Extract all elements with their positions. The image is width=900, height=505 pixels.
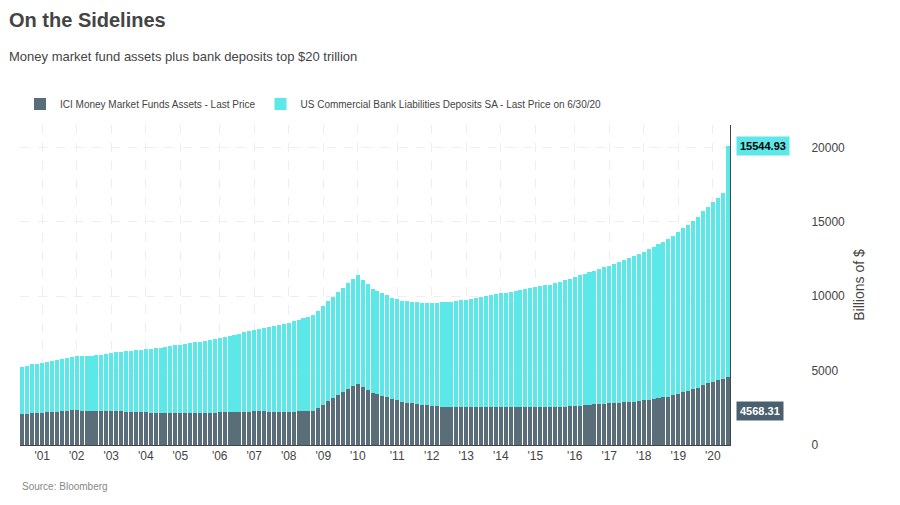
svg-text:US Commercial Bank Liabilities: US Commercial Bank Liabilities Deposits … xyxy=(301,99,602,110)
svg-text:'06: '06 xyxy=(212,449,228,463)
svg-text:'05: '05 xyxy=(172,449,188,463)
svg-text:'15: '15 xyxy=(527,449,543,463)
svg-text:'09: '09 xyxy=(315,449,331,463)
svg-text:'02: '02 xyxy=(69,449,85,463)
svg-text:10000: 10000 xyxy=(811,289,845,303)
svg-text:ICI Money Market Funds Assets: ICI Money Market Funds Assets - Last Pri… xyxy=(60,99,256,110)
svg-text:4568.31: 4568.31 xyxy=(740,405,780,417)
svg-text:'20: '20 xyxy=(705,449,721,463)
svg-text:'01: '01 xyxy=(34,449,50,463)
svg-text:Money market fund assets plus: Money market fund assets plus bank depos… xyxy=(9,49,357,64)
svg-text:'19: '19 xyxy=(670,449,686,463)
svg-text:20000: 20000 xyxy=(811,141,845,155)
svg-text:'12: '12 xyxy=(424,449,440,463)
svg-text:'11: '11 xyxy=(390,449,405,463)
svg-text:15000: 15000 xyxy=(811,215,845,229)
svg-text:'04: '04 xyxy=(138,449,154,463)
svg-text:5000: 5000 xyxy=(811,364,838,378)
svg-text:'10: '10 xyxy=(350,449,366,463)
svg-text:'13: '13 xyxy=(458,449,474,463)
svg-text:'18: '18 xyxy=(636,449,652,463)
svg-text:'17: '17 xyxy=(601,449,617,463)
svg-text:'03: '03 xyxy=(103,449,119,463)
svg-text:15544.93: 15544.93 xyxy=(740,140,786,152)
svg-text:'07: '07 xyxy=(246,449,262,463)
svg-text:'16: '16 xyxy=(567,449,583,463)
svg-text:On the Sidelines: On the Sidelines xyxy=(9,9,166,31)
svg-text:0: 0 xyxy=(811,438,818,452)
svg-text:'14: '14 xyxy=(493,449,509,463)
svg-text:Billions of $: Billions of $ xyxy=(851,249,867,321)
svg-text:'08: '08 xyxy=(281,449,297,463)
svg-text:Source: Bloomberg: Source: Bloomberg xyxy=(22,481,108,492)
